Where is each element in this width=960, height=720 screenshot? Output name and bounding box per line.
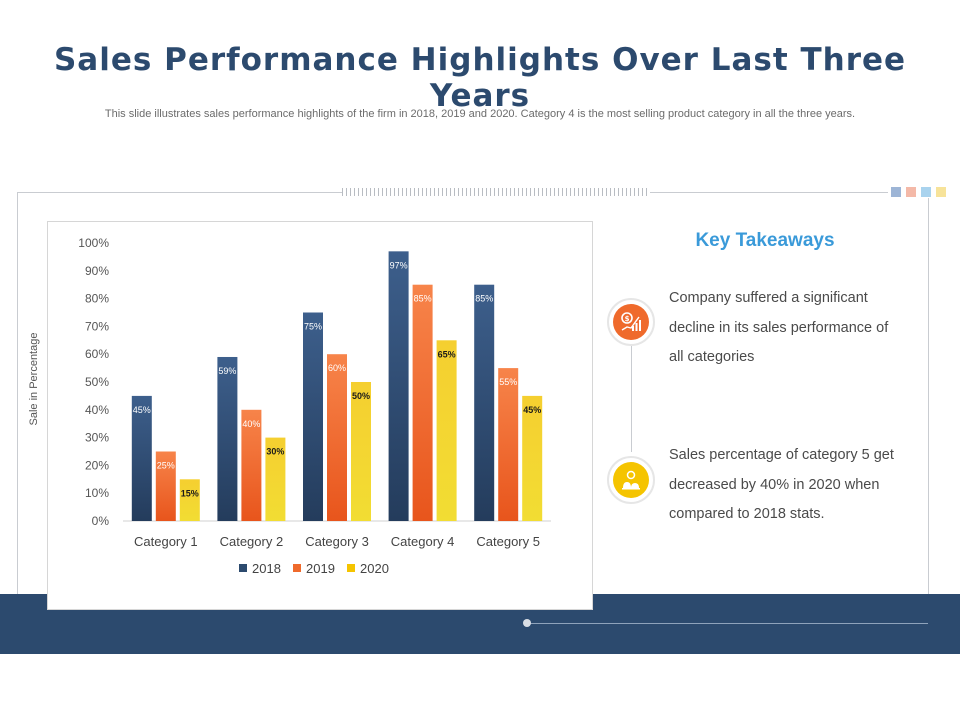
bar-2019-4 bbox=[412, 284, 433, 521]
bar-2018-3 bbox=[303, 312, 323, 521]
x-tick-label: Category 2 bbox=[220, 534, 284, 549]
data-label: 75% bbox=[304, 322, 322, 332]
y-tick-label: 20% bbox=[85, 458, 109, 472]
bar-2020-5 bbox=[522, 395, 543, 521]
legend-label: 2018 bbox=[252, 561, 281, 576]
decor-square-3 bbox=[921, 187, 931, 197]
decor-square-1 bbox=[891, 187, 901, 197]
data-label: 30% bbox=[266, 447, 284, 457]
x-tick-label: Category 5 bbox=[476, 534, 540, 549]
frame-top-right-line bbox=[650, 192, 888, 193]
takeaway-text-1: Company suffered a significant decline i… bbox=[669, 290, 889, 365]
bar-2020-2 bbox=[265, 437, 286, 521]
bar-2020-1 bbox=[179, 479, 200, 521]
data-label: 60% bbox=[328, 363, 346, 373]
y-tick-label: 70% bbox=[85, 319, 109, 333]
decor-square-2 bbox=[906, 187, 916, 197]
frame-top-left-line bbox=[17, 192, 342, 193]
data-label: 85% bbox=[414, 294, 432, 304]
y-tick-label: 10% bbox=[85, 486, 109, 500]
bar-2019-2 bbox=[241, 409, 262, 521]
y-tick-label: 50% bbox=[85, 375, 109, 389]
takeaways-connector-line bbox=[631, 340, 632, 452]
frame-tick-strip bbox=[342, 188, 650, 196]
y-tick-label: 30% bbox=[85, 431, 109, 445]
data-label: 15% bbox=[181, 488, 199, 498]
y-axis-label-text: Sale in Percentage bbox=[28, 332, 40, 426]
takeaway-icon-1: $ bbox=[607, 298, 655, 346]
bar-2019-1 bbox=[155, 451, 176, 521]
takeaway-icon-2 bbox=[607, 456, 655, 504]
y-tick-label: 60% bbox=[85, 347, 109, 361]
bar-chart: 0% 10% 20% 30% 40% 50% 60% 70% 80% 90% 100% 45% 25% 1… bbox=[78, 236, 551, 576]
key-takeaways-title: Key Takeaways bbox=[695, 230, 835, 251]
legend-label: 2020 bbox=[360, 561, 389, 576]
x-tick-label: Category 3 bbox=[305, 534, 369, 549]
legend-swatch-2020 bbox=[347, 564, 355, 572]
y-tick-label: 80% bbox=[85, 292, 109, 306]
frame-right-line bbox=[928, 198, 929, 624]
y-tick-label: 0% bbox=[92, 514, 110, 528]
footer-band-line bbox=[528, 623, 928, 624]
money-growth-icon: $ bbox=[613, 304, 649, 340]
bar-2018-4 bbox=[388, 251, 409, 521]
data-label: 55% bbox=[499, 377, 517, 387]
legend-swatch-2018 bbox=[239, 564, 247, 572]
svg-text:$: $ bbox=[625, 315, 630, 323]
data-label: 25% bbox=[157, 461, 175, 471]
y-tick-label: 40% bbox=[85, 403, 109, 417]
legend-label: 2019 bbox=[306, 561, 335, 576]
data-label: 45% bbox=[133, 405, 151, 415]
data-label: 65% bbox=[438, 349, 456, 359]
footer-band-dot bbox=[523, 619, 531, 627]
bar-2019-5 bbox=[498, 368, 519, 521]
legend-swatch-2019 bbox=[293, 564, 301, 572]
x-tick-label: Category 1 bbox=[134, 534, 198, 549]
x-tick-label: Category 4 bbox=[391, 534, 455, 549]
bar-2020-4 bbox=[436, 340, 457, 521]
bar-2019-3 bbox=[327, 354, 347, 521]
page-title: Sales Performance Highlights Over Last T… bbox=[53, 42, 907, 114]
takeaway-text-2: Sales percentage of category 5 get decre… bbox=[669, 447, 894, 522]
data-label: 50% bbox=[352, 391, 370, 401]
data-label: 59% bbox=[218, 366, 236, 376]
bar-2018-2 bbox=[217, 356, 238, 521]
money-bags-icon bbox=[613, 462, 649, 498]
bar-2018-5 bbox=[474, 284, 495, 521]
bar-2020-3 bbox=[351, 382, 371, 521]
y-tick-label: 90% bbox=[85, 264, 109, 278]
decor-square-4 bbox=[936, 187, 946, 197]
bar-2018-1 bbox=[131, 395, 152, 521]
data-label: 40% bbox=[242, 419, 260, 429]
data-label: 45% bbox=[523, 405, 541, 415]
data-label: 85% bbox=[475, 294, 493, 304]
frame-left-line bbox=[17, 192, 18, 594]
y-tick-label: 100% bbox=[78, 236, 109, 250]
data-label: 97% bbox=[390, 260, 408, 270]
chart-card: 0% 10% 20% 30% 40% 50% 60% 70% 80% 90% 100% 45% 25% 1… bbox=[47, 221, 593, 610]
page-subtitle: This slide illustrates sales performance… bbox=[104, 108, 856, 120]
